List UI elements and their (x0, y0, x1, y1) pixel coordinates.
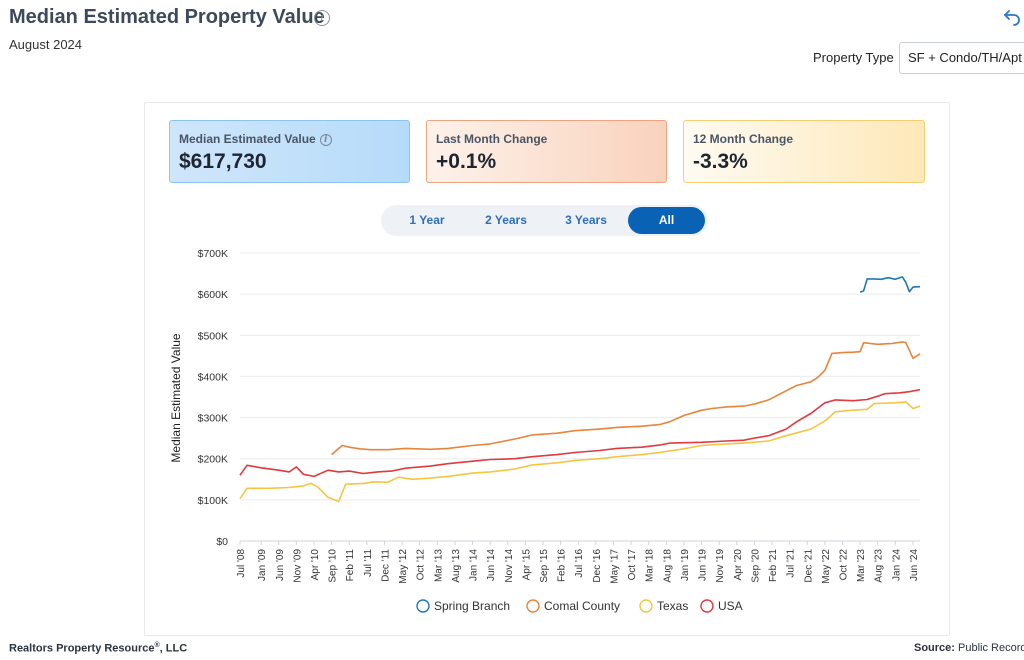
property-type-select[interactable]: SF + Condo/TH/Apt (899, 42, 1024, 74)
last-month-change-card: Last Month Change +0.1% (426, 120, 667, 183)
page-subtitle: August 2024 (9, 37, 83, 52)
footer-company: Realtors Property Resource (9, 642, 155, 655)
range-2-years-button[interactable]: 2 Years (485, 213, 527, 227)
twelve-month-change-value: -3.3% (693, 150, 748, 173)
twelve-month-change-label: 12 Month Change (693, 132, 794, 146)
twelve-month-change-card: 12 Month Change -3.3% (683, 120, 925, 183)
property-type-label: Property Type (813, 50, 894, 65)
range-all-button[interactable]: All (628, 207, 705, 234)
median-value-card: Median Estimated Value i $617,730 (169, 120, 410, 183)
last-month-change-value: +0.1% (436, 150, 497, 173)
source-label: Source: (914, 642, 955, 654)
info-icon[interactable]: i (319, 134, 332, 146)
range-1-year-button[interactable]: 1 Year (409, 213, 445, 227)
last-month-change-label: Last Month Change (436, 132, 548, 146)
registered-mark: ® (154, 642, 160, 649)
median-value-label: Median Estimated Value (179, 132, 316, 146)
range-3-years-button[interactable]: 3 Years (565, 213, 607, 227)
median-value: $617,730 (179, 150, 267, 173)
footer-company-suffix: , LLC (159, 642, 188, 655)
footer-source: Source: Public Records (914, 642, 1024, 654)
page-title: Median Estimated Property Value (9, 6, 325, 28)
source-value: Public Records (958, 642, 1024, 654)
time-range-selector: 1 Year 2 Years 3 Years All (381, 205, 708, 236)
share-icon[interactable] (1002, 7, 1022, 27)
info-icon[interactable]: i (314, 10, 330, 26)
footer-attribution: Realtors Property Resource®, LLC (9, 642, 187, 655)
